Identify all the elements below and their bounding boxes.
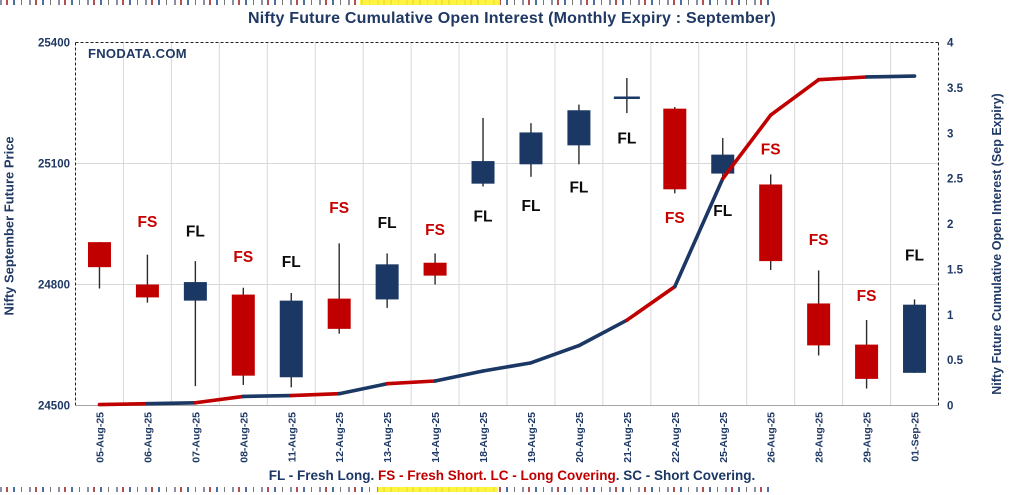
clipped-content-strip-top (0, 0, 770, 5)
highlight-cell (378, 487, 498, 492)
oi-line-segment (720, 113, 773, 181)
candle-annotation-fs: FS (425, 222, 445, 239)
x-axis-label: 06-Aug-25 (142, 412, 154, 463)
candle-body-11-Aug-25 (279, 300, 303, 378)
candle-body-19-Aug-25 (519, 132, 543, 165)
x-axis-label: 26-Aug-25 (766, 412, 778, 463)
candle-annotation-fs: FS (138, 214, 158, 231)
oi-tick-label: 3.5 (947, 83, 964, 95)
x-axis-label: 01-Sep-25 (910, 412, 922, 462)
oi-line-segment (193, 394, 246, 405)
candle-body-06-Aug-25 (135, 284, 159, 298)
oi-tick-label: 0 (947, 401, 953, 413)
x-axis-label: 08-Aug-25 (238, 412, 250, 463)
candle-annotation-fl: FL (569, 180, 588, 197)
legend: FL - Fresh Long. FS - Fresh Short. LC - … (0, 468, 1024, 483)
x-axis-label: 11-Aug-25 (286, 412, 298, 462)
candle-annotation-fs: FS (329, 200, 349, 217)
candle-body-26-Aug-25 (759, 184, 783, 262)
x-axis-label: 29-Aug-25 (862, 412, 874, 463)
candle-body-08-Aug-25 (231, 294, 255, 376)
candle-annotation-fs: FS (233, 249, 253, 266)
x-axis-label: 12-Aug-25 (334, 412, 346, 463)
candle-body-28-Aug-25 (807, 303, 831, 346)
candle-body-13-Aug-25 (375, 264, 399, 300)
chart-title: Nifty Future Cumulative Open Interest (M… (248, 10, 776, 27)
candle-annotation-fs: FS (761, 141, 781, 158)
candle-body-12-Aug-25 (327, 298, 351, 329)
candle-annotation-fl: FL (617, 130, 636, 147)
legend-part: FL - Fresh Long. (268, 468, 378, 483)
oi-line-segment (433, 369, 485, 383)
candle-annotation-fl: FL (474, 209, 493, 226)
oi-tick-label: 1 (947, 310, 954, 322)
candle-body-05-Aug-25 (87, 242, 111, 268)
oi-tick-label: 1.5 (947, 264, 964, 276)
oi-line-segment (816, 75, 869, 82)
legend-part: SC - Short Covering. (623, 468, 756, 483)
oi-line-segment (529, 343, 581, 365)
candle-annotation-fl: FL (522, 198, 541, 215)
x-axis-label: 28-Aug-25 (814, 412, 826, 463)
x-axis-label: 18-Aug-25 (478, 412, 490, 463)
candle-body-07-Aug-25 (183, 282, 207, 301)
legend-part: FS - Fresh Short. (377, 468, 491, 483)
oi-tick-label: 0.5 (947, 355, 964, 367)
candle-annotation-fs: FS (665, 210, 685, 227)
oi-tick-label: 4 (947, 38, 954, 50)
price-tick-label: 25400 (38, 38, 70, 50)
x-axis-label: 13-Aug-25 (382, 412, 394, 463)
candle-body-01-Sep-25 (903, 304, 927, 373)
price-tick-label: 24800 (38, 280, 70, 292)
watermark-fnodata: FNODATA.COM (88, 46, 187, 61)
candle-body-20-Aug-25 (567, 110, 591, 146)
candle-annotation-fl: FL (713, 203, 732, 220)
candle-annotation-fl: FL (378, 215, 397, 232)
oi-line-segment (768, 77, 821, 117)
x-axis-label: 19-Aug-25 (526, 412, 538, 463)
candle-body-18-Aug-25 (471, 161, 495, 184)
x-axis-label: 25-Aug-25 (718, 412, 730, 463)
oi-line-segment (577, 318, 629, 348)
x-axis-label: 05-Aug-25 (94, 412, 106, 463)
oi-line-segment (385, 379, 437, 386)
legend-part: LC - Long Covering (490, 468, 616, 483)
candle-body-22-Aug-25 (663, 108, 687, 190)
candle-annotation-fl: FL (186, 223, 205, 240)
oi-line-segment (289, 391, 341, 398)
clipped-content-strip-bottom (0, 487, 770, 492)
oi-line-segment (481, 361, 533, 373)
oi-line-segment (145, 400, 198, 406)
right-axis-title: Nifty Future Cumulative Open Interest (S… (990, 93, 1004, 395)
candle-annotation-fl: FL (905, 247, 924, 264)
candle-annotation-fs: FS (809, 232, 829, 249)
oi-line-segment (241, 393, 294, 399)
highlight-cell (360, 0, 500, 5)
oi-line-segment (673, 176, 725, 289)
candle-annotation-fs: FS (857, 288, 877, 305)
oi-tick-label: 2.5 (947, 174, 964, 186)
x-axis-label: 07-Aug-25 (190, 412, 202, 463)
price-tick-label: 24500 (38, 401, 70, 413)
x-axis-label: 22-Aug-25 (670, 412, 682, 463)
oi-line-segment (337, 381, 389, 396)
oi-line-segment (625, 284, 677, 322)
legend-part: . (615, 468, 624, 483)
x-axis-label: 20-Aug-25 (574, 412, 586, 463)
left-axis-title: Nifty September Future Price (1, 136, 17, 316)
oi-tick-label: 2 (947, 219, 953, 231)
candle-body-14-Aug-25 (423, 262, 447, 276)
oi-line-segment (97, 401, 150, 407)
oi-line-segment (864, 74, 917, 79)
price-tick-label: 25100 (38, 159, 70, 171)
oi-tick-label: 3 (947, 128, 953, 140)
x-axis-label: 14-Aug-25 (430, 412, 442, 463)
candle-annotation-fl: FL (282, 254, 301, 271)
candle-body-29-Aug-25 (855, 344, 879, 379)
x-axis-label: 21-Aug-25 (622, 412, 634, 463)
